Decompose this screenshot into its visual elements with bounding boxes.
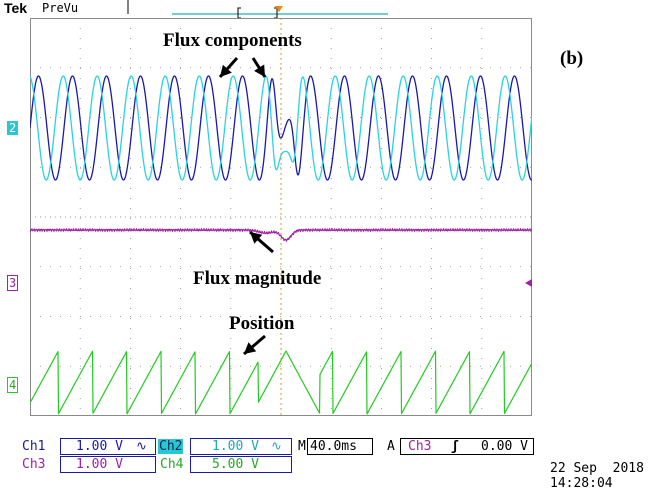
record-position-bar (127, 0, 388, 19)
timebase-box (307, 438, 373, 455)
timebase-value: 40.0ms (310, 439, 357, 454)
ch4-scale-value: 5.00 V (212, 457, 259, 472)
flux-arrow-left-head (220, 64, 232, 77)
position-trace (30, 350, 532, 415)
ch4-label: Ch4 (160, 457, 184, 472)
annotation-arrows (218, 56, 274, 356)
ch3-scale (60, 456, 156, 473)
channel-3-marker: 3 (7, 275, 19, 291)
ch2-label: Ch2 (158, 439, 184, 454)
ch2-coupling-icon: ∿ (271, 439, 282, 454)
flux-arrow-right-head (254, 64, 265, 77)
readout-bar: Ch1 1.00 V ∿ Ch2 1.00 V ∿ M 40.0ms A Ch3… (0, 436, 654, 476)
trigger-slope-icon: ʃ (451, 439, 459, 454)
timestamp-time: 14:28:04 (550, 476, 613, 491)
channel-3-trigger-level-icon (525, 279, 532, 287)
flux-component-b-trace (30, 75, 532, 181)
ch1-scale (60, 438, 156, 455)
ch3-scale-value: 1.00 V (76, 457, 123, 472)
trigger-mode: A (387, 439, 395, 454)
ch1-coupling-icon: ∿ (136, 439, 147, 454)
ch2-scale-value: 1.00 V (212, 439, 259, 454)
channel-2-marker: 2 (7, 121, 19, 135)
waveform-display (30, 18, 532, 416)
trigger-position-marker (275, 6, 283, 12)
panel-label: (b) (560, 48, 584, 69)
acquisition-mode: PreVu (42, 1, 79, 15)
position-arrow-head (244, 342, 257, 354)
trigger-level: 0.00 V (481, 439, 528, 454)
position-label: Position (229, 313, 295, 334)
flux-magnitude-label: Flux magnitude (193, 268, 322, 289)
ch4-scale (190, 456, 292, 473)
flux-components-label: Flux components (163, 30, 302, 51)
ch1-label: Ch1 (22, 439, 46, 454)
ch1-scale-value: 1.00 V (76, 439, 123, 454)
timestamp-date: 22 Sep 2018 (550, 461, 644, 476)
flux-magnitude-trace (30, 228, 532, 242)
ch3-label: Ch3 (22, 457, 46, 472)
magnitude-arrow-head (250, 232, 263, 244)
brand-logo: Tek (4, 0, 28, 16)
channel-4-marker: 4 (7, 377, 19, 393)
ch2-scale (190, 438, 292, 455)
trigger-box (400, 438, 534, 455)
timebase-prefix: M (298, 439, 306, 454)
trigger-source: Ch3 (408, 439, 432, 454)
